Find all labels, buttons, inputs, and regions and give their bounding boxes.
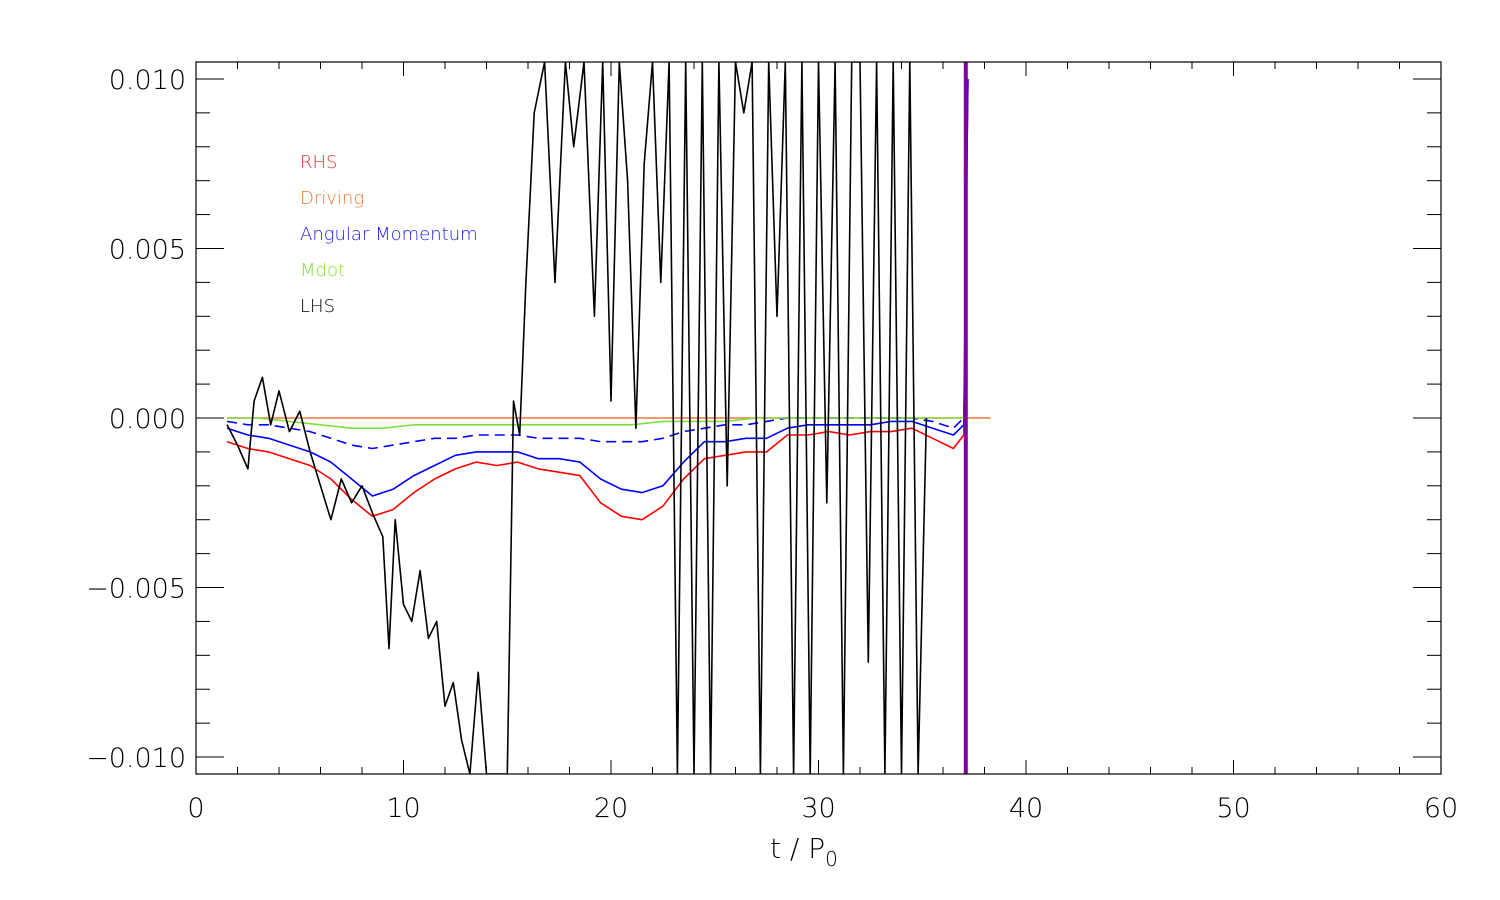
series-layer [226, 62, 991, 774]
x-tick-label: 20 [594, 793, 628, 824]
legend-item: Driving [300, 188, 364, 209]
legend-item: Angular Momentum [300, 224, 478, 245]
x-tick-label: 40 [1009, 793, 1043, 824]
series-line-lhs [226, 62, 928, 774]
x-axis-title: t / P0 [770, 832, 838, 871]
series-line-angular-momentum-dashed- [226, 417, 965, 450]
series-line-rhs [226, 78, 969, 521]
y-tick-label: −0.005 [86, 574, 186, 605]
legend-item: Mdot [300, 260, 345, 281]
x-axis-title-subscript: 0 [825, 847, 838, 871]
legend-item: LHS [300, 296, 335, 317]
ticks-layer [195, 62, 1442, 774]
x-tick-label: 60 [1424, 793, 1458, 824]
y-tick-label: −0.010 [86, 743, 186, 774]
x-tick-label: 50 [1216, 793, 1250, 824]
legend: RHS Driving Angular Momentum Mdot LHS [300, 152, 478, 317]
x-tick-label: 0 [187, 793, 204, 824]
y-tick-label: 0.005 [109, 234, 186, 265]
labels-layer: 0 10 20 30 40 50 60 −0.010 −0.005 0.000 0.005 0.010 [86, 65, 1458, 824]
series-line-angular-momentum [226, 78, 969, 497]
legend-item: RHS [300, 152, 337, 173]
y-tick-label: 0.010 [109, 65, 186, 96]
x-tick-label: 30 [801, 793, 835, 824]
x-tick-label: 10 [386, 793, 420, 824]
series-line-mdot [227, 417, 964, 429]
y-tick-label: 0.000 [109, 404, 186, 435]
